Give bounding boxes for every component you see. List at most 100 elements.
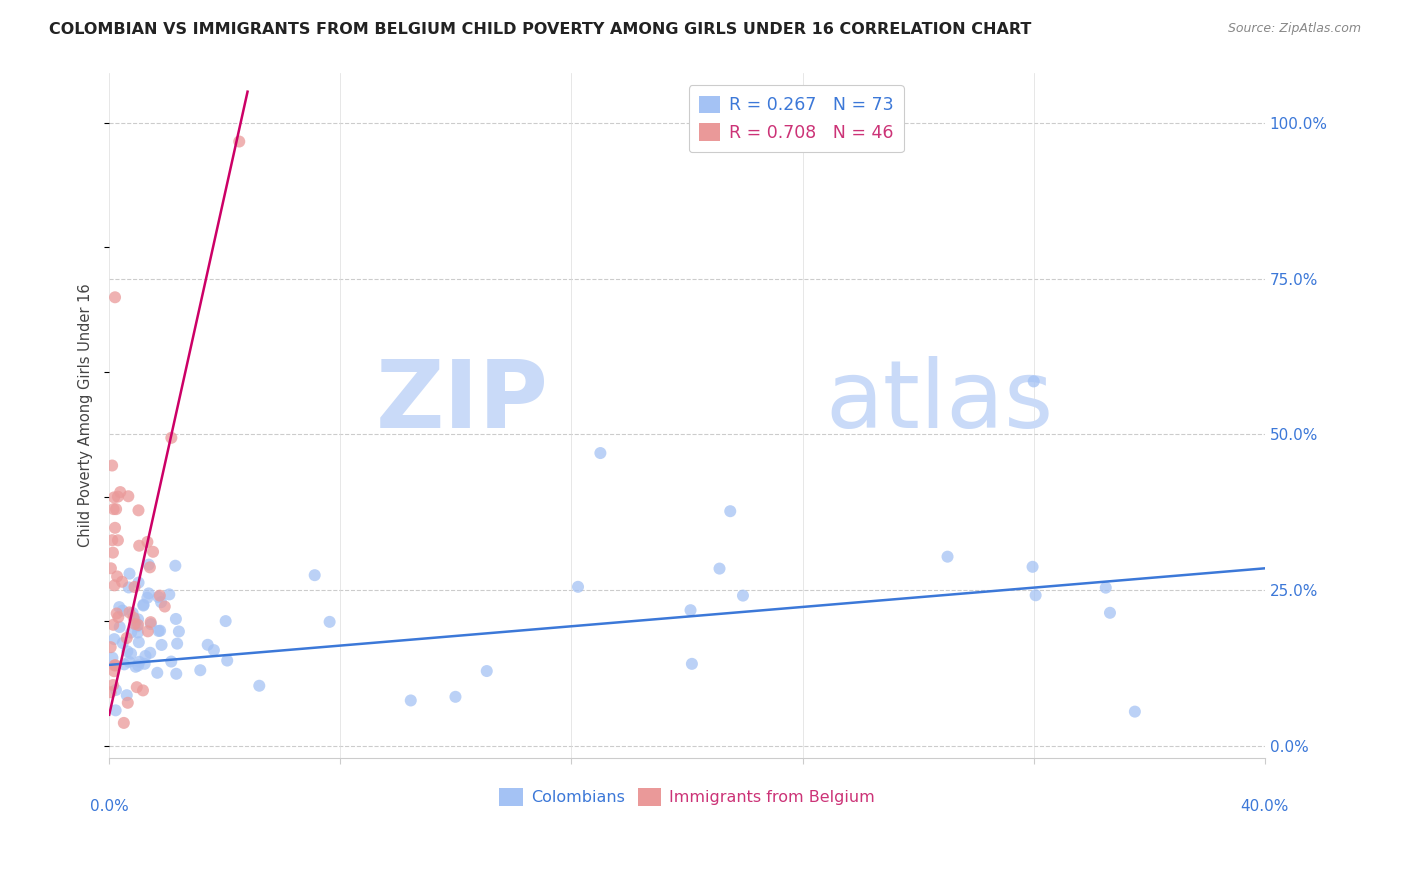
Text: 40.0%: 40.0% [1240,799,1289,814]
Point [104,290,127,304]
Point [117,696,139,710]
Point [103,578,125,592]
Point [104,682,127,697]
Point [146,665,169,680]
Point [105,569,128,583]
Point [165,558,187,573]
Point [127,612,149,626]
Point [148,624,170,638]
Legend: Colombians, Immigrants from Belgium: Colombians, Immigrants from Belgium [492,782,882,812]
Point [111,574,134,589]
Point [718,504,741,518]
Point [128,575,150,590]
Text: Source: ZipAtlas.com: Source: ZipAtlas.com [1227,22,1361,36]
Point [112,657,135,672]
Point [104,703,127,717]
Point [121,606,143,620]
Point [399,693,422,707]
Point [217,654,239,668]
Point [1098,606,1121,620]
Point [122,611,145,625]
Point [188,663,211,677]
Point [132,683,155,698]
Point [100,561,122,575]
Point [117,489,139,503]
Point [128,539,150,553]
Point [111,603,134,617]
Point [475,664,498,678]
Point [731,589,754,603]
Point [444,690,467,704]
Point [115,688,138,702]
Point [118,655,141,669]
Point [134,648,156,663]
Point [202,643,225,657]
Point [136,535,159,549]
Point [134,657,156,671]
Point [167,624,190,639]
Point [101,458,124,473]
Point [111,636,134,650]
Point [127,619,149,633]
Point [108,620,131,634]
Point [149,624,172,638]
Point [118,581,141,595]
Point [165,666,187,681]
Point [101,650,124,665]
Point [124,614,146,628]
Y-axis label: Child Poverty Among Girls Under 16: Child Poverty Among Girls Under 16 [79,284,93,548]
Point [149,589,172,603]
Point [103,664,125,678]
Point [160,431,183,445]
Point [157,587,180,601]
Point [228,135,250,149]
Text: atlas: atlas [825,356,1054,448]
Point [936,549,959,564]
Point [124,616,146,631]
Point [127,618,149,632]
Point [197,638,219,652]
Point [304,568,326,582]
Point [247,679,270,693]
Point [136,624,159,639]
Point [160,655,183,669]
Point [101,533,124,548]
Point [120,625,142,640]
Text: 0.0%: 0.0% [90,799,128,814]
Point [681,657,703,671]
Point [139,615,162,629]
Point [139,560,162,574]
Point [679,603,702,617]
Point [124,580,146,594]
Point [1094,581,1116,595]
Point [125,680,148,694]
Point [139,617,162,632]
Text: ZIP: ZIP [375,356,548,448]
Point [318,615,340,629]
Point [103,632,125,647]
Point [139,646,162,660]
Point [117,644,139,658]
Text: COLOMBIAN VS IMMIGRANTS FROM BELGIUM CHILD POVERTY AMONG GIRLS UNDER 16 CORRELAT: COLOMBIAN VS IMMIGRANTS FROM BELGIUM CHI… [49,22,1032,37]
Point [128,635,150,649]
Point [107,490,129,504]
Point [128,655,150,669]
Point [150,595,173,609]
Point [108,600,131,615]
Point [103,658,125,673]
Point [148,590,170,604]
Point [589,446,612,460]
Point [105,607,128,621]
Point [101,546,124,560]
Point [112,715,135,730]
Point [1025,588,1047,602]
Point [709,561,731,575]
Point [103,617,125,632]
Point [103,491,125,505]
Point [1123,705,1146,719]
Point [150,638,173,652]
Point [127,625,149,640]
Point [120,647,142,661]
Point [127,503,149,517]
Point [136,591,159,605]
